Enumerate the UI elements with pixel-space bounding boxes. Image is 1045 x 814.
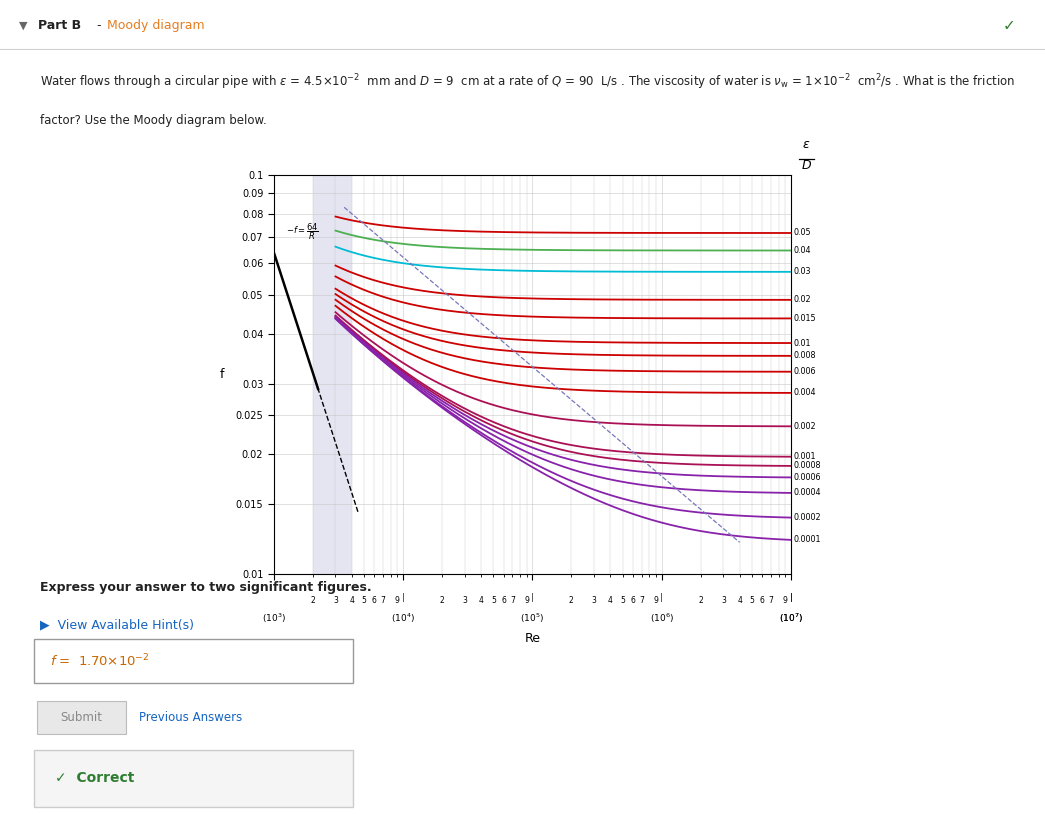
Text: Previous Answers: Previous Answers: [139, 711, 242, 724]
Text: 9: 9: [525, 596, 529, 605]
Text: $(10^7)$: $(10^7)$: [779, 612, 804, 625]
Text: 0.004: 0.004: [793, 388, 816, 397]
Text: 0.02: 0.02: [793, 295, 811, 304]
Text: 2: 2: [698, 596, 703, 605]
Text: ▶  View Available Hint(s): ▶ View Available Hint(s): [40, 619, 193, 632]
Text: ✓: ✓: [1003, 18, 1016, 33]
Text: 0.04: 0.04: [793, 246, 811, 255]
Text: 6: 6: [372, 596, 377, 605]
Text: 6: 6: [630, 596, 635, 605]
Text: |: |: [531, 593, 534, 602]
Text: 4: 4: [479, 596, 484, 605]
Text: 6: 6: [502, 596, 506, 605]
Text: 9: 9: [653, 596, 658, 605]
Text: 7: 7: [768, 596, 773, 605]
Text: $-f = \dfrac{64}{R}$: $-f = \dfrac{64}{R}$: [286, 221, 319, 242]
Text: 2: 2: [568, 596, 574, 605]
Text: |: |: [790, 593, 792, 602]
Text: 3: 3: [462, 596, 467, 605]
Text: 5: 5: [362, 596, 367, 605]
Text: $(10^7)$: $(10^7)$: [779, 612, 804, 625]
Text: 0.0008: 0.0008: [793, 462, 821, 470]
Text: 4: 4: [349, 596, 354, 605]
Text: 2: 2: [440, 596, 444, 605]
Text: $(10^6)$: $(10^6)$: [650, 612, 674, 625]
Text: 9: 9: [395, 596, 399, 605]
Text: $D$: $D$: [802, 159, 812, 172]
Text: 7: 7: [640, 596, 644, 605]
Text: 0.008: 0.008: [793, 352, 816, 361]
Text: 3: 3: [591, 596, 597, 605]
Text: 0.0002: 0.0002: [793, 513, 821, 522]
Text: 9: 9: [783, 596, 788, 605]
Text: 7: 7: [380, 596, 386, 605]
Text: 7: 7: [510, 596, 515, 605]
Text: factor? Use the Moody diagram below.: factor? Use the Moody diagram below.: [40, 114, 266, 127]
Text: 0.001: 0.001: [793, 453, 816, 462]
Text: 0.05: 0.05: [793, 229, 811, 238]
Text: Express your answer to two significant figures.: Express your answer to two significant f…: [40, 581, 371, 594]
Text: 5: 5: [491, 596, 496, 605]
Text: |: |: [790, 593, 792, 602]
Text: 0.01: 0.01: [793, 339, 811, 348]
Text: -: -: [93, 19, 106, 32]
Text: 0.03: 0.03: [793, 267, 811, 276]
Text: 3: 3: [721, 596, 726, 605]
FancyBboxPatch shape: [37, 701, 126, 733]
Text: ✓  Correct: ✓ Correct: [55, 771, 135, 786]
Text: 4: 4: [737, 596, 742, 605]
Text: $\varepsilon$: $\varepsilon$: [803, 138, 811, 151]
Text: 0.0004: 0.0004: [793, 488, 821, 497]
Text: Water flows through a circular pipe with $\epsilon$ = 4.5×10$^{-2}$  mm and $D$ : Water flows through a circular pipe with…: [40, 72, 1015, 93]
FancyBboxPatch shape: [34, 639, 353, 683]
Text: 0.002: 0.002: [793, 422, 816, 431]
Text: $(10^3)$: $(10^3)$: [261, 612, 286, 625]
Text: 3: 3: [333, 596, 338, 605]
Text: 0.0006: 0.0006: [793, 473, 821, 482]
Text: Re: Re: [525, 632, 540, 645]
Text: 0.006: 0.006: [793, 367, 816, 376]
Text: ▼: ▼: [19, 20, 27, 30]
Text: 0.015: 0.015: [793, 314, 816, 323]
Text: $(10^4)$: $(10^4)$: [391, 612, 415, 625]
Text: $(10^5)$: $(10^5)$: [520, 612, 544, 625]
Text: 0.0001: 0.0001: [793, 536, 821, 545]
Text: 2: 2: [310, 596, 316, 605]
Text: 5: 5: [621, 596, 625, 605]
Text: 4: 4: [608, 596, 612, 605]
Text: $f$ =  1.70×10$^{-2}$: $f$ = 1.70×10$^{-2}$: [50, 653, 149, 669]
Text: 6: 6: [760, 596, 765, 605]
Text: Part B: Part B: [38, 19, 80, 32]
Text: |: |: [660, 593, 664, 602]
FancyBboxPatch shape: [34, 750, 353, 807]
Bar: [312, 175, 352, 574]
Text: |: |: [401, 593, 404, 602]
Text: Moody diagram: Moody diagram: [107, 19, 204, 32]
Text: Submit: Submit: [61, 711, 102, 724]
Y-axis label: f: f: [219, 368, 224, 381]
Text: 5: 5: [749, 596, 754, 605]
